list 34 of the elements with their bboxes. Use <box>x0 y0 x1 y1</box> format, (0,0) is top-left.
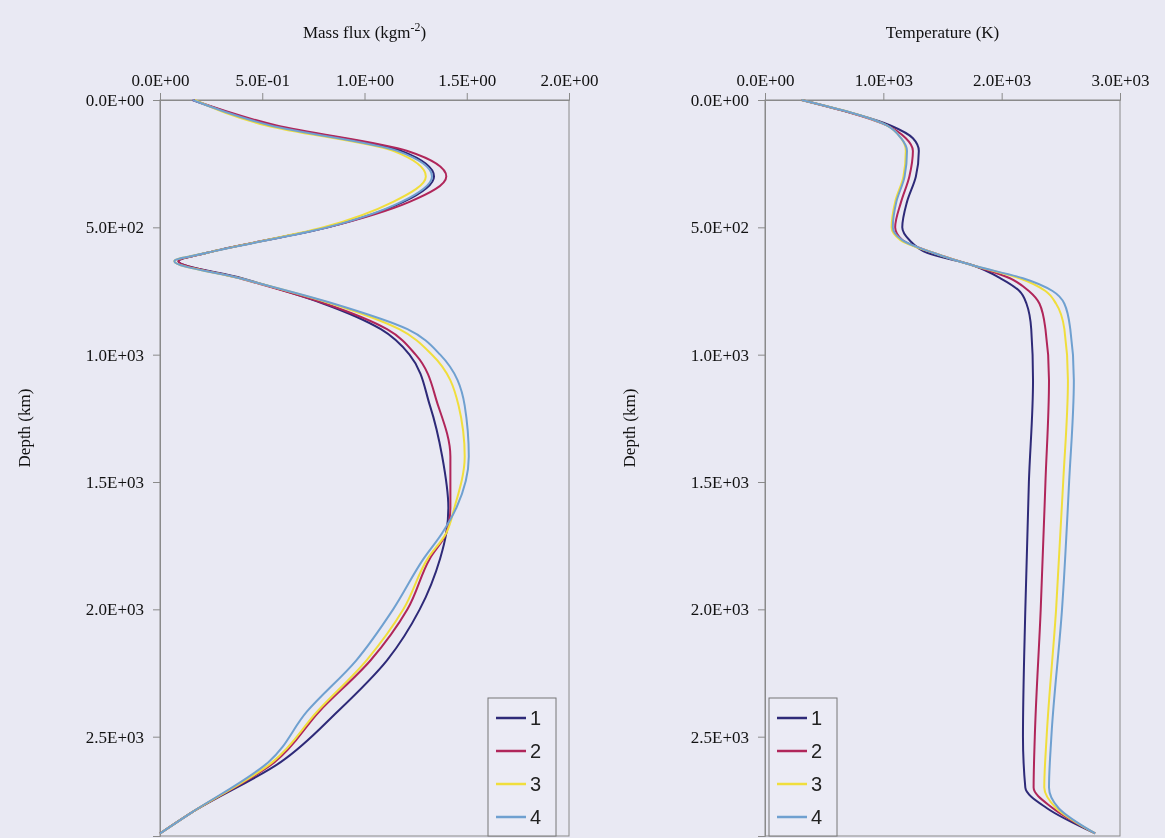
legend-label: 3 <box>530 773 542 795</box>
y-tick-label: 5.0E+02 <box>690 218 749 238</box>
legend-label: 2 <box>530 740 542 762</box>
x-tick-label: 1.0E+03 <box>854 71 913 90</box>
x-axis-title: Mass flux (kgm$^{-2}$) <box>302 20 427 42</box>
x-tick-label: 0.0E+00 <box>131 71 190 90</box>
legend-label: 2 <box>811 740 823 762</box>
y-tick-label: 2.0E+03 <box>690 600 749 620</box>
x-tick-label: 1.0E+00 <box>335 71 395 90</box>
y-tick-label: 0.0E+00 <box>85 90 144 110</box>
y-axis-title: Depth (km) <box>620 388 639 468</box>
x-tick-label: 0.0E+00 <box>736 71 795 90</box>
legend-label: 3 <box>811 773 823 795</box>
x-tick-label: 3.0E+03 <box>1091 71 1150 90</box>
x-axis-title: Temperature (K) <box>885 23 1000 42</box>
y-tick-label: 2.0E+03 <box>85 600 144 620</box>
legend-label: 4 <box>811 806 823 828</box>
y-tick-label: 1.5E+03 <box>690 472 749 492</box>
y-tick-label: 1.0E+03 <box>690 345 749 365</box>
x-tick-label: 1.5E+00 <box>438 71 497 90</box>
y-tick-label: 1.0E+03 <box>85 345 144 365</box>
y-tick-label: 2.5E+03 <box>85 727 144 747</box>
y-tick-label: 1.5E+03 <box>85 472 144 492</box>
legend-label: 4 <box>530 806 542 828</box>
y-axis-title: Depth (km) <box>15 388 34 468</box>
legend-label: 1 <box>811 707 823 729</box>
y-tick-label: 0.0E+00 <box>690 90 749 110</box>
y-tick-label: 2.5E+03 <box>690 727 749 747</box>
y-tick-label: 5.0E+02 <box>85 218 144 238</box>
x-tick-label: 2.0E+00 <box>540 71 599 90</box>
x-tick-label: 2.0E+03 <box>973 71 1032 90</box>
x-tick-label: 5.0E-01 <box>235 71 290 90</box>
legend-label: 1 <box>530 707 542 729</box>
line-series <box>800 99 1097 835</box>
